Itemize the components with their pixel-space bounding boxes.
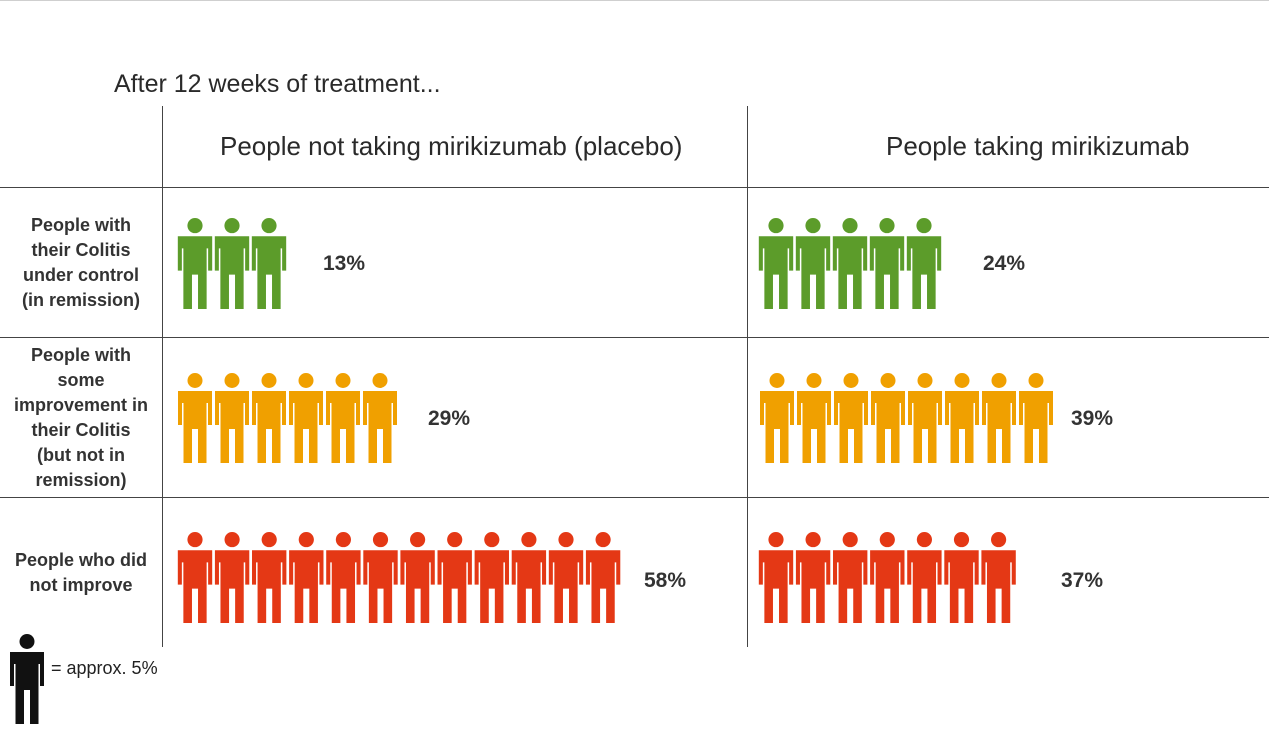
header-row-divider — [0, 187, 1269, 188]
column-header-placebo: People not taking mirikizumab (placebo) — [220, 131, 683, 161]
person-icon-no-improvement-placebo — [400, 532, 435, 623]
row-label-improvement: People with some improvement in their Co… — [4, 338, 158, 497]
row-label-line: remission) — [35, 469, 127, 490]
person-icon-no-improvement-placebo — [177, 532, 213, 623]
person-icon-improvement-mirikizumab — [760, 373, 794, 463]
row-divider-1 — [0, 337, 1269, 338]
person-icon-improvement-placebo — [215, 373, 249, 463]
chart-title: After 12 weeks of treatment... — [114, 70, 441, 98]
person-icon-no-improvement-placebo — [214, 532, 250, 623]
row-label-line: their Colitis — [31, 419, 131, 440]
person-icon-improvement-placebo — [178, 373, 212, 463]
row-divider-2 — [0, 497, 1269, 498]
pct-no-improvement-placebo: 58% — [644, 569, 687, 592]
person-icon-no-improvement-mirikizumab — [758, 532, 794, 623]
column-header-mirikizumab: People taking mirikizumab — [886, 131, 1190, 161]
pct-improvement-mirikizumab: 39% — [1071, 407, 1114, 430]
pct-remission-placebo: 13% — [323, 252, 366, 275]
person-icon-remission-placebo — [214, 218, 250, 309]
person-icon-improvement-mirikizumab — [908, 373, 942, 463]
person-icon-no-improvement-mirikizumab — [944, 532, 979, 623]
person-icon-no-improvement-placebo — [511, 532, 547, 623]
row-label-line: some — [57, 369, 105, 390]
column-divider-right — [747, 106, 748, 647]
column-divider-left — [162, 106, 163, 647]
person-icon-improvement-mirikizumab — [797, 373, 831, 463]
row-label-line: their Colitis — [31, 239, 131, 260]
person-icon-improvement-mirikizumab — [982, 373, 1016, 463]
row-label-line: (in remission) — [21, 289, 141, 310]
person-icon-remission-mirikizumab — [832, 218, 868, 309]
person-icon-improvement-placebo — [363, 373, 397, 463]
person-icon-improvement-mirikizumab — [945, 373, 979, 463]
person-icon-no-improvement-mirikizumab — [833, 532, 868, 623]
person-icon-remission-mirikizumab — [758, 218, 794, 309]
person-icon-improvement-placebo — [289, 373, 323, 463]
person-icon-improvement-mirikizumab — [834, 373, 868, 463]
row-label-line: not improve — [29, 575, 133, 595]
person-icon-no-improvement-placebo — [585, 532, 621, 623]
person-icon-no-improvement-mirikizumab — [795, 532, 831, 623]
person-icon-no-improvement-placebo — [289, 532, 324, 623]
pct-no-improvement-mirikizumab: 37% — [1061, 569, 1104, 592]
person-icon-remission-mirikizumab — [795, 218, 831, 309]
person-icon-no-improvement-placebo — [548, 532, 584, 623]
person-icon-no-improvement-mirikizumab — [870, 532, 905, 623]
row-label-line: improvement in — [13, 394, 149, 415]
person-icon-no-improvement-placebo — [363, 532, 398, 623]
person-icon-remission-mirikizumab — [869, 218, 905, 309]
person-icon-remission-placebo — [251, 218, 287, 309]
row-label-line: People who did — [14, 550, 147, 570]
person-icon-improvement-placebo — [252, 373, 286, 463]
legend-text: = approx. 5% — [51, 658, 158, 678]
person-icon-no-improvement-placebo — [474, 532, 509, 623]
row-label-line: (but not in — [37, 444, 125, 465]
row-label-line: People with — [30, 214, 131, 235]
person-icon-no-improvement-placebo — [437, 532, 472, 623]
row-label-no-improvement: People who did not improve — [4, 498, 158, 648]
person-icon-remission-mirikizumab — [906, 218, 942, 309]
person-icon-no-improvement-placebo — [326, 532, 361, 623]
top-rule — [0, 0, 1269, 1]
person-icon-remission-placebo — [177, 218, 213, 309]
person-icon-improvement-mirikizumab — [871, 373, 905, 463]
row-label-remission: People with their Colitis under control … — [4, 188, 158, 337]
legend-person-icon — [10, 634, 44, 724]
row-label-line: People with — [30, 344, 131, 365]
pct-remission-mirikizumab: 24% — [983, 252, 1026, 275]
person-icon-no-improvement-placebo — [252, 532, 287, 623]
row-label-line: under control — [23, 264, 139, 285]
person-icon-improvement-placebo — [326, 373, 360, 463]
person-icon-improvement-mirikizumab — [1019, 373, 1053, 463]
person-icon-no-improvement-mirikizumab — [907, 532, 942, 623]
person-icon-no-improvement-mirikizumab — [981, 532, 1016, 623]
pct-improvement-placebo: 29% — [428, 407, 471, 430]
